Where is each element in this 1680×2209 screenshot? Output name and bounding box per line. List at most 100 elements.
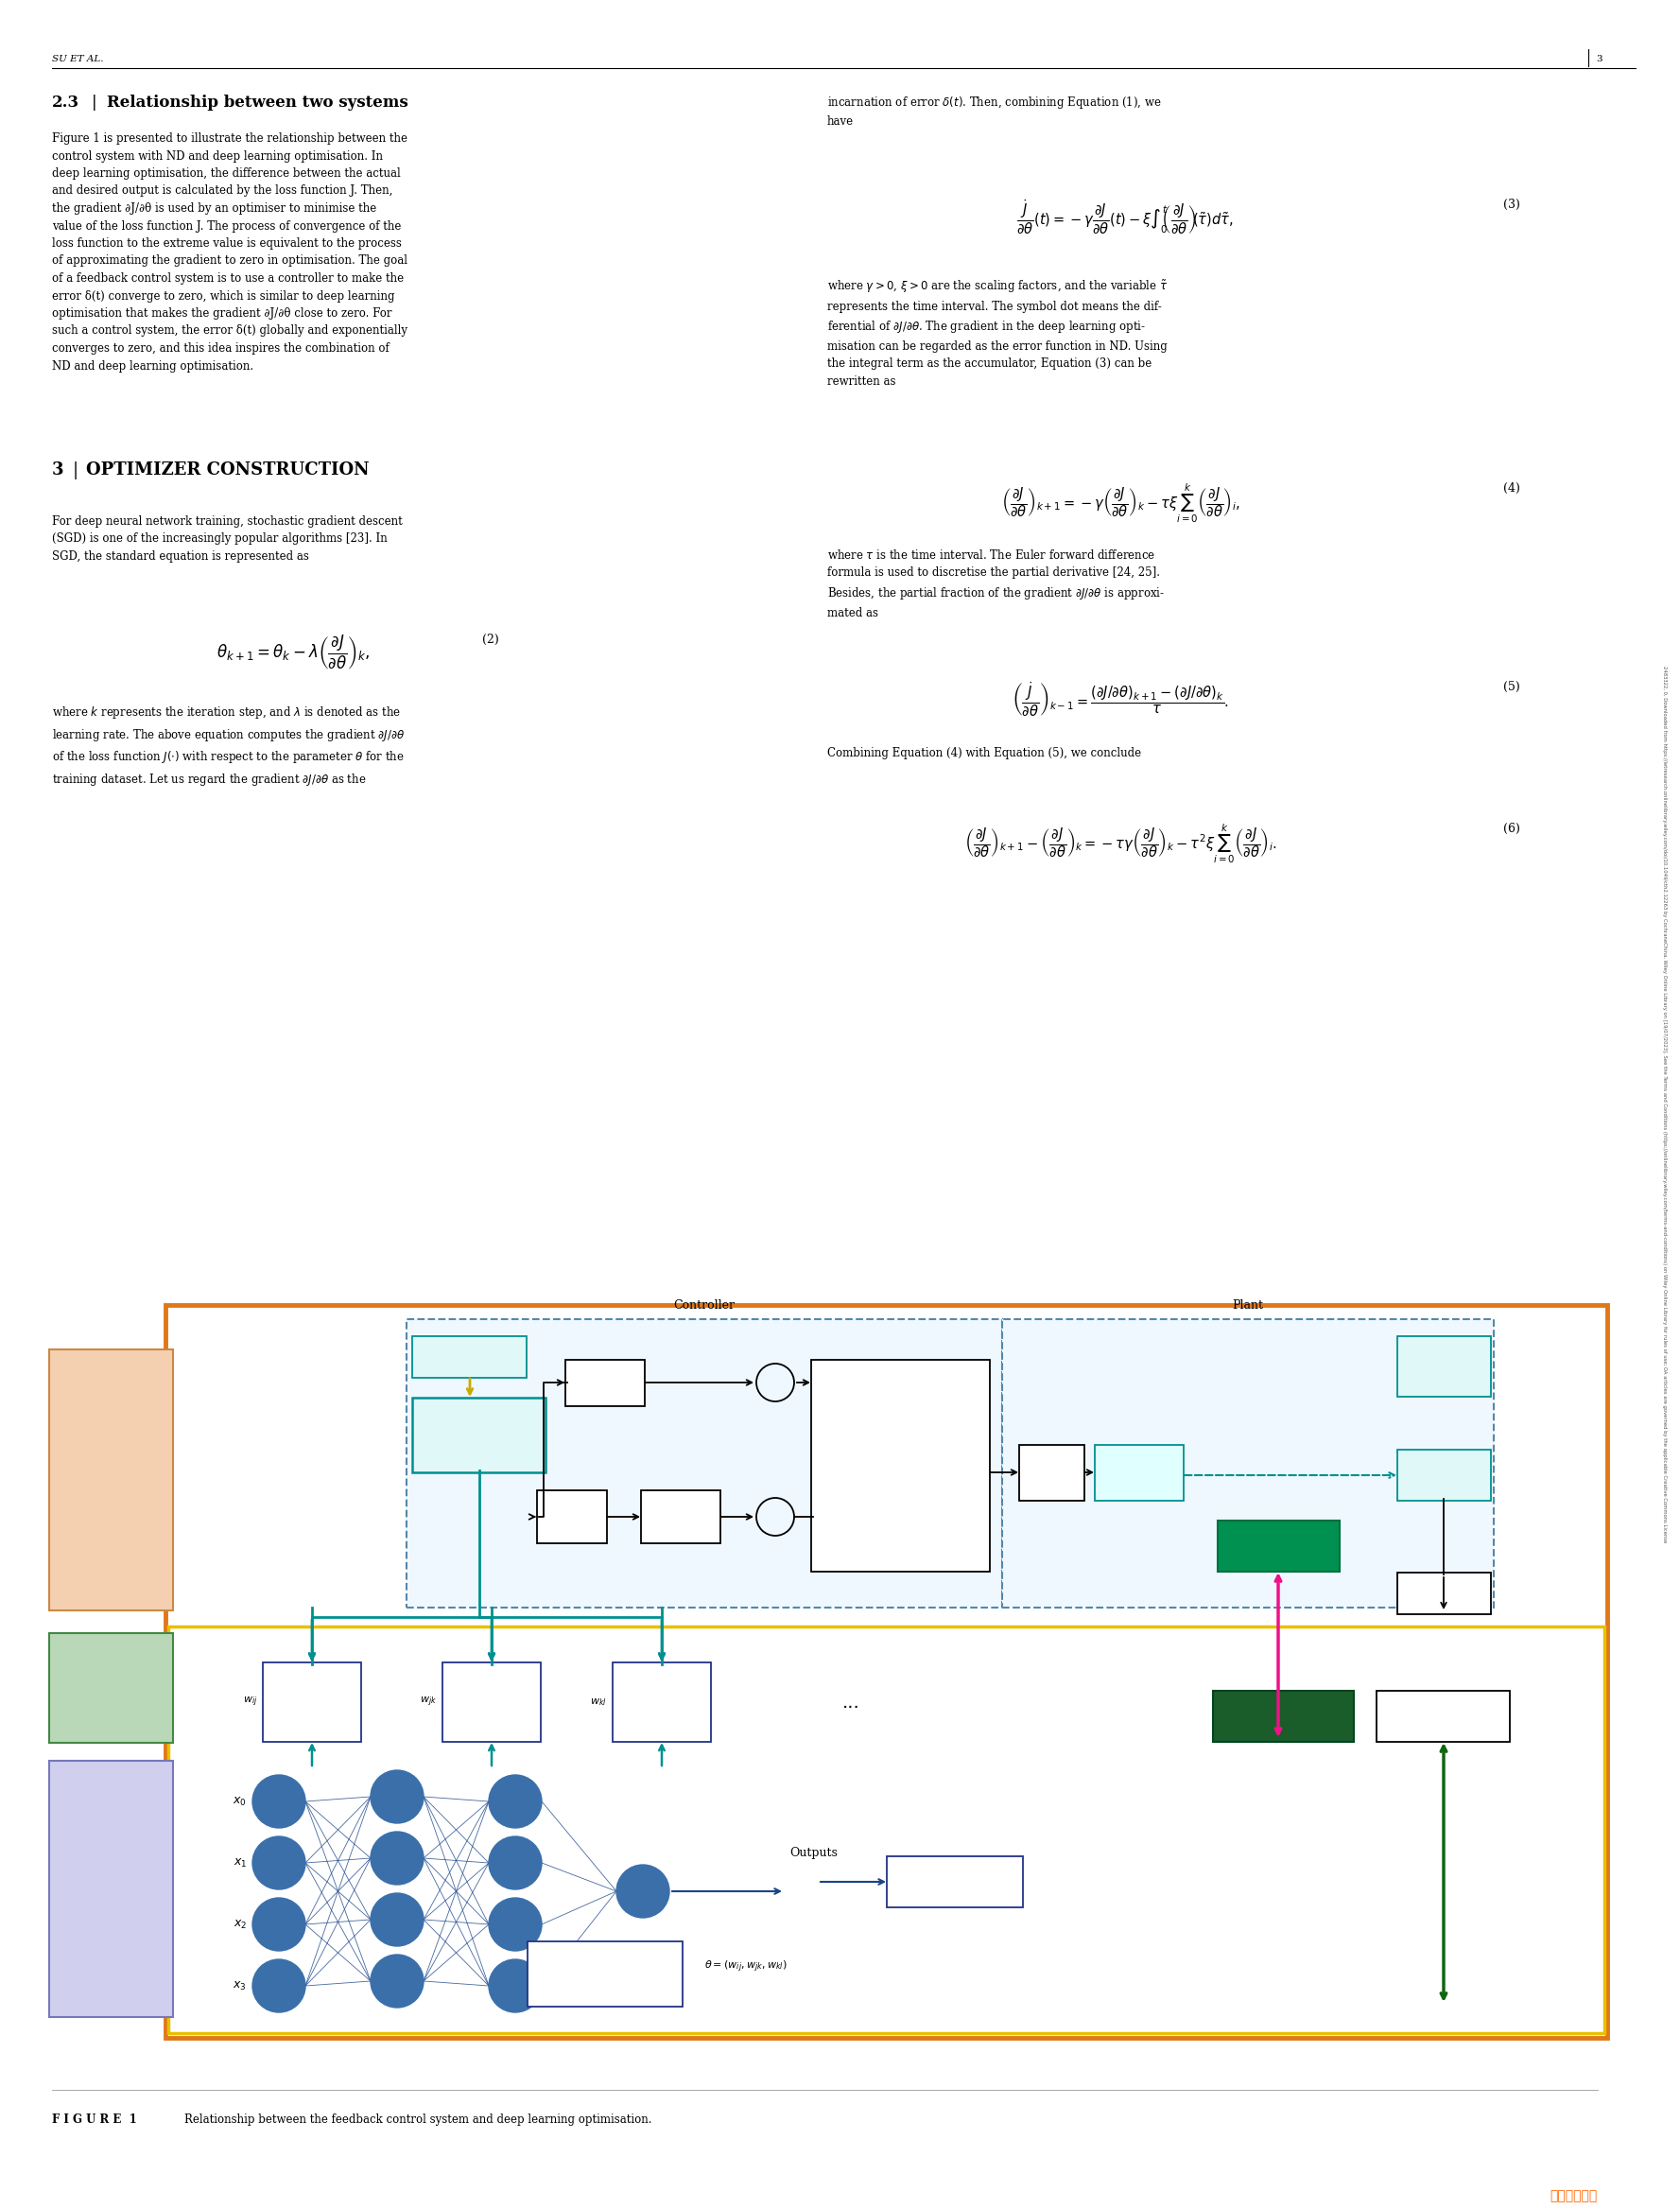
Text: Combining Equation (4) with Equation (5), we conclude: Combining Equation (4) with Equation (5)… [827,747,1141,760]
Text: $\left(\dfrac{\partial J}{\partial\theta}\right)_{k+1} = -\gamma\left(\dfrac{\pa: $\left(\dfrac{\partial J}{\partial\theta… [1001,482,1240,526]
Text: Controller: Controller [674,1299,736,1312]
Text: Relation &
Connection: Relation & Connection [77,1674,144,1703]
FancyBboxPatch shape [1398,1336,1490,1396]
Text: 彩虹网址导航: 彩虹网址导航 [1551,2189,1598,2202]
FancyBboxPatch shape [49,1761,173,2017]
Circle shape [489,1776,541,1827]
Text: Desired Value: Desired Value [433,1352,507,1361]
Circle shape [489,1959,541,2012]
FancyBboxPatch shape [1376,1690,1510,1743]
Text: $x_1$: $x_1$ [234,1858,247,1869]
Circle shape [371,1955,423,2008]
Circle shape [489,1898,541,1951]
Text: $\left(\dfrac{\partial J}{\partial\theta}\right)_{k+1} - \left(\dfrac{\partial J: $\left(\dfrac{\partial J}{\partial\theta… [964,822,1277,866]
FancyBboxPatch shape [1398,1573,1490,1615]
FancyBboxPatch shape [165,1306,1608,2039]
Circle shape [252,1776,306,1827]
Text: |: | [92,95,97,110]
Text: 3: 3 [1596,55,1603,64]
Text: Plant: Plant [1233,1299,1263,1312]
Text: $\theta_{k+1} = \theta_k - \lambda\left(\dfrac{\partial J}{\partial \theta}\righ: $\theta_{k+1} = \theta_k - \lambda\left(… [217,634,370,672]
Text: $w_{kl}$: $w_{kl}$ [590,1697,606,1708]
Text: Figure 1 is presented to illustrate the relationship between the
control system : Figure 1 is presented to illustrate the … [52,133,408,371]
Text: Outputs: Outputs [790,1847,838,1860]
Circle shape [371,1893,423,1946]
Text: For deep neural network training, stochastic gradient descent
(SGD) is one of th: For deep neural network training, stocha… [52,515,403,563]
Text: $\dfrac{\partial J}{\partial w_{kl}}$: $\dfrac{\partial J}{\partial w_{kl}}$ [648,1688,675,1716]
FancyBboxPatch shape [262,1663,361,1743]
FancyBboxPatch shape [887,1856,1023,1906]
Text: $w_{ij}$: $w_{ij}$ [242,1694,257,1710]
Text: where $\gamma > 0$, $\xi > 0$ are the scaling factors, and the variable $\tilde{: where $\gamma > 0$, $\xi > 0$ are the sc… [827,278,1168,387]
FancyBboxPatch shape [811,1361,990,1571]
Text: Update
Devices: Update Devices [1423,1356,1465,1376]
Text: OPTIMIZER CONSTRUCTION: OPTIMIZER CONSTRUCTION [86,462,370,479]
FancyBboxPatch shape [49,1632,173,1743]
FancyBboxPatch shape [49,1350,173,1610]
Text: Desired Value
Label: Desired Value Label [566,1959,643,1988]
Text: $x_2$: $x_2$ [234,1917,247,1931]
Text: $\dfrac{\partial J}{\partial w_{jk}}$: $\dfrac{\partial J}{\partial w_{jk}}$ [479,1685,506,1719]
Text: +: + [769,1509,781,1524]
Text: where $\tau$ is the time interval. The Euler forward difference
formula is used : where $\tau$ is the time interval. The E… [827,548,1164,619]
Circle shape [252,1959,306,2012]
FancyBboxPatch shape [412,1398,546,1473]
Text: where $k$ represents the iteration step, and $\lambda$ is denoted as the
learnin: where $k$ represents the iteration step,… [52,705,405,789]
Text: $\theta = (w_{ij}, w_{jk}, w_{kl})$: $\theta = (w_{ij}, w_{jk}, w_{kl})$ [704,1959,786,1975]
Text: $\int$: $\int$ [564,1502,580,1531]
Text: ND: ND [1263,1537,1292,1555]
Text: SU ET AL.: SU ET AL. [52,55,104,64]
FancyBboxPatch shape [1003,1319,1494,1608]
FancyBboxPatch shape [528,1942,682,2006]
FancyBboxPatch shape [566,1361,645,1407]
Text: $\left(\dfrac{\dot{J}}{\partial\theta}\right)_{k-1} = \dfrac{(\partial J/\partia: $\left(\dfrac{\dot{J}}{\partial\theta}\r… [1011,680,1230,720]
Text: $w_{jk}$: $w_{jk}$ [420,1694,437,1710]
Circle shape [371,1831,423,1884]
Circle shape [489,1836,541,1889]
Text: Output: Output [1423,1469,1465,1482]
Text: $\int$: $\int$ [1045,1460,1058,1487]
FancyBboxPatch shape [168,1626,1604,2032]
Text: Relationship between the feedback control system and deep learning optimisation.: Relationship between the feedback contro… [185,2114,652,2125]
Text: $x_3$: $x_3$ [234,1979,247,1993]
Text: −: − [405,1473,417,1487]
Text: SGD-Momentum: SGD-Momentum [1231,1710,1334,1723]
Text: $x_0$: $x_0$ [234,1796,247,1807]
Text: F I G U R E  1: F I G U R E 1 [52,2114,136,2125]
FancyBboxPatch shape [538,1491,606,1544]
FancyBboxPatch shape [1213,1690,1354,1743]
Text: Loss Function $J$: Loss Function $J$ [909,1873,1001,1891]
FancyBboxPatch shape [613,1663,711,1743]
Text: $\dfrac{\partial J}{\partial w_{ij}}$: $\dfrac{\partial J}{\partial w_{ij}}$ [301,1685,324,1719]
Text: |: | [72,462,79,479]
Text: $y(t)$: $y(t)$ [1127,1465,1151,1480]
Text: (4): (4) [1504,482,1520,495]
Text: 2483322, 0, Downloaded from https://ietresearch.onlinelibrary.wiley.com/doi/10.1: 2483322, 0, Downloaded from https://ietr… [1662,667,1667,1542]
FancyBboxPatch shape [1218,1520,1339,1571]
Text: (5): (5) [1504,680,1520,694]
FancyBboxPatch shape [1095,1445,1184,1500]
Text: Deep Neural
Network: Deep Neural Network [72,1873,150,1902]
Text: $\hat{y}(t)$: $\hat{y}(t)$ [998,1401,1020,1418]
Text: 3: 3 [52,462,64,479]
Circle shape [252,1898,306,1951]
Circle shape [371,1769,423,1822]
Text: +: + [769,1376,781,1389]
FancyBboxPatch shape [442,1663,541,1743]
Circle shape [252,1836,306,1889]
Text: (2): (2) [482,634,499,645]
FancyBboxPatch shape [412,1336,526,1378]
Text: Feedback: Feedback [1415,1588,1473,1599]
Text: Error Function
$\delta(t)$: Error Function $\delta(t)$ [437,1418,521,1449]
Text: incarnation of error $\delta(t)$. Then, combining Equation (1), we
have: incarnation of error $\delta(t)$. Then, … [827,95,1163,128]
Text: 2.3: 2.3 [52,95,79,110]
FancyBboxPatch shape [1398,1449,1490,1500]
Text: Relationship between two systems: Relationship between two systems [108,95,408,110]
Text: $\dfrac{\dot{J}}{\partial\theta}(t) = -\gamma\dfrac{\partial J}{\partial\theta}(: $\dfrac{\dot{J}}{\partial\theta}(t) = -\… [1016,199,1233,236]
Text: $-\gamma$: $-\gamma$ [595,1374,617,1389]
FancyBboxPatch shape [407,1319,1003,1608]
FancyBboxPatch shape [642,1491,721,1544]
Text: ...: ... [842,1692,860,1712]
Circle shape [617,1864,669,1917]
Text: Neural Dynamics: Neural Dynamics [59,1473,163,1487]
